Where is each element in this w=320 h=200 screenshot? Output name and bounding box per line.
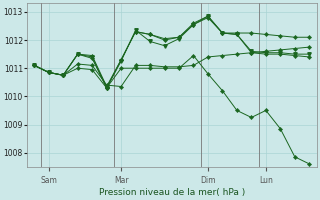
X-axis label: Pression niveau de la mer( hPa ): Pression niveau de la mer( hPa ) — [99, 188, 245, 197]
